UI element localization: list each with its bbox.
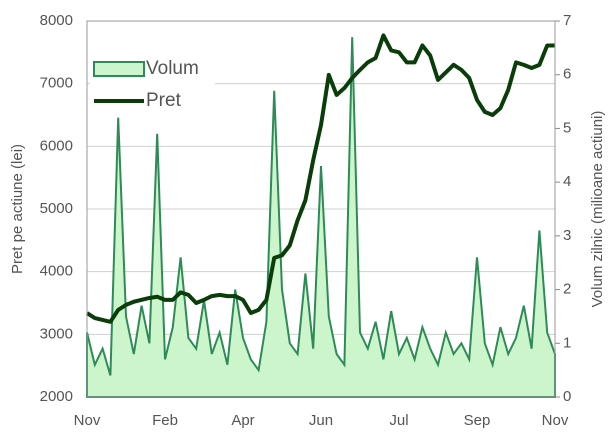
y-axis-label: Pret pe actiune (lei) — [9, 144, 26, 274]
x-tick-label: Sep — [464, 412, 491, 429]
y2-tick-label: 6 — [563, 66, 571, 83]
x-tick-label: Apr — [231, 412, 254, 429]
plot-frame — [86, 20, 556, 398]
price-line — [85, 33, 555, 324]
x-tick-label: Nov — [542, 412, 569, 429]
y-tick-label: 5000 — [40, 200, 73, 217]
y-tick-label: 8000 — [40, 12, 73, 29]
legend-swatch — [93, 61, 145, 77]
x-tick-label: Nov — [74, 412, 101, 429]
y2-tick-label: 4 — [563, 173, 571, 190]
x-tick-label: Feb — [152, 412, 178, 429]
y-tick-label: 4000 — [40, 263, 73, 280]
y2-tick-label: 0 — [563, 388, 571, 405]
y2-tick-label: 3 — [563, 227, 571, 244]
y2-tick-label: 5 — [563, 119, 571, 136]
y2-tick-label: 1 — [563, 334, 571, 351]
legend-label: Pret — [146, 90, 182, 111]
y2-tick-label: 2 — [563, 281, 571, 298]
y2-tick-label: 7 — [563, 12, 571, 29]
y-tick-label: 6000 — [40, 137, 73, 154]
x-tick-label: Jul — [389, 412, 408, 429]
legend-label: Volum — [146, 58, 199, 79]
y-tick-label: 3000 — [40, 325, 73, 342]
y2-axis-label: Volum zilnic (milioane actiuni) — [589, 111, 606, 308]
y-tick-label: 7000 — [40, 75, 73, 92]
volume-area — [86, 37, 556, 398]
y-tick-label: 2000 — [40, 388, 73, 405]
x-tick-label: Jun — [309, 412, 333, 429]
